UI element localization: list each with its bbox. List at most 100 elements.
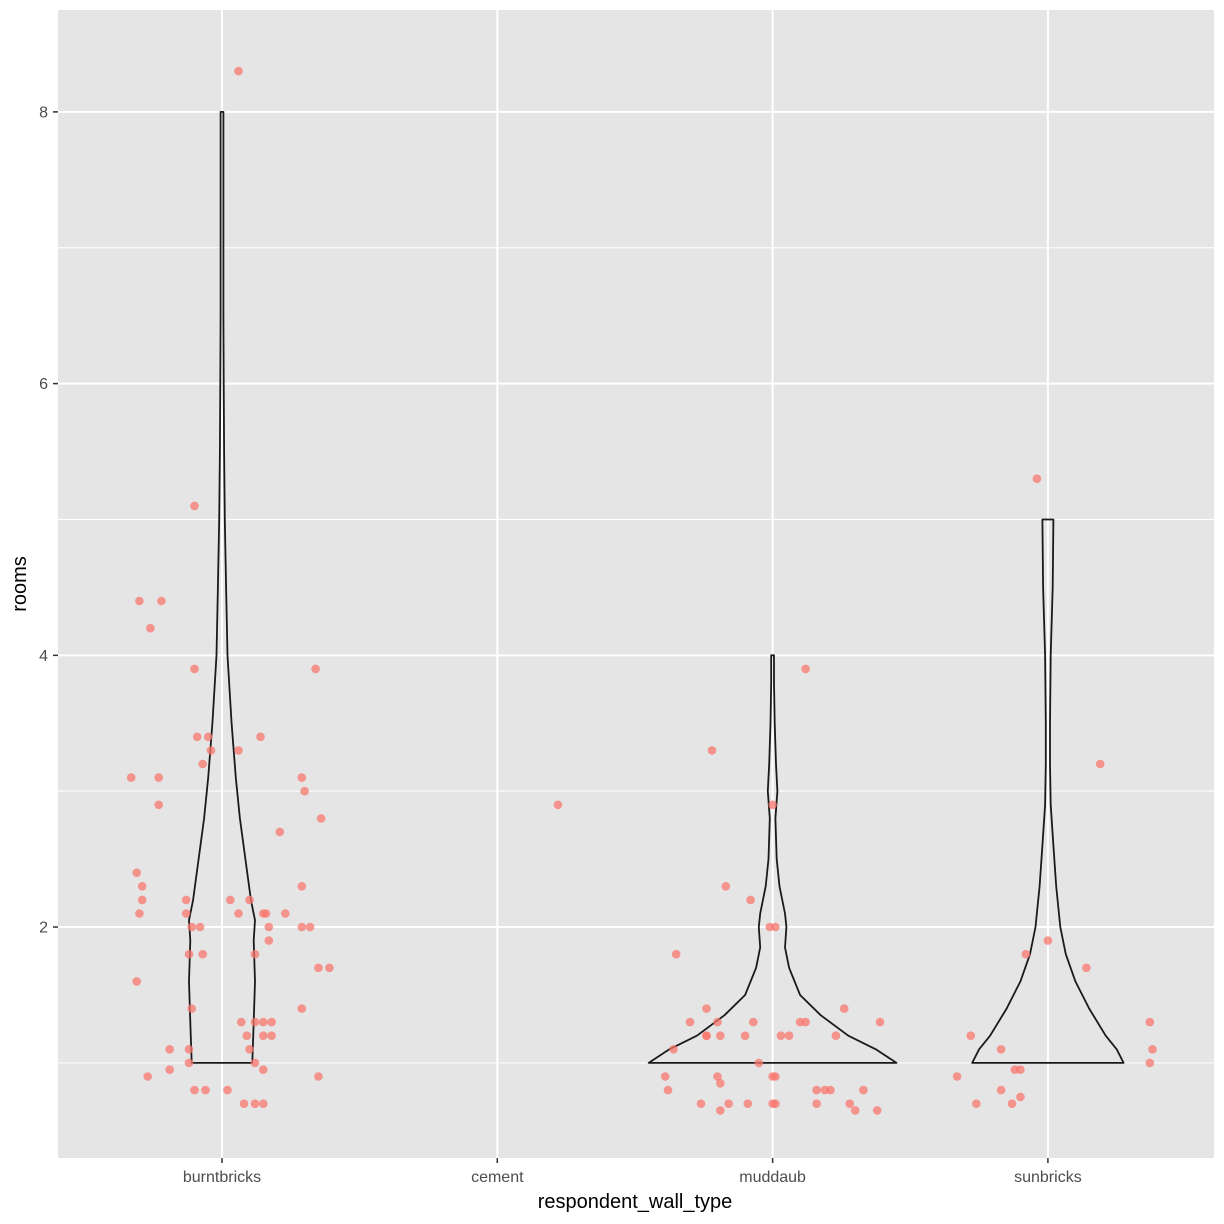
point-burntbricks — [314, 964, 323, 973]
point-burntbricks — [243, 1031, 252, 1040]
point-burntbricks — [135, 597, 144, 606]
point-muddaub — [771, 1099, 780, 1108]
point-burntbricks — [317, 814, 326, 823]
point-sunbricks — [1033, 474, 1042, 483]
point-burntbricks — [157, 597, 166, 606]
point-muddaub — [716, 1106, 725, 1115]
point-burntbricks — [245, 1045, 254, 1054]
point-burntbricks — [259, 909, 268, 918]
point-burntbricks — [185, 1059, 194, 1068]
point-burntbricks — [259, 1099, 268, 1108]
point-muddaub — [768, 801, 777, 810]
point-muddaub — [746, 896, 755, 905]
point-burntbricks — [198, 760, 207, 769]
point-burntbricks — [259, 1018, 268, 1027]
point-burntbricks — [185, 950, 194, 959]
point-muddaub — [771, 923, 780, 932]
point-burntbricks — [198, 950, 207, 959]
point-burntbricks — [204, 733, 213, 742]
point-muddaub — [672, 950, 681, 959]
point-burntbricks — [311, 665, 320, 674]
point-burntbricks — [182, 909, 191, 918]
point-muddaub — [812, 1099, 821, 1108]
point-burntbricks — [265, 936, 274, 945]
point-burntbricks — [234, 746, 243, 755]
point-muddaub — [716, 1031, 725, 1040]
point-muddaub — [859, 1086, 868, 1095]
point-sunbricks — [1022, 950, 1031, 959]
point-sunbricks — [997, 1045, 1006, 1054]
point-burntbricks — [256, 733, 265, 742]
point-muddaub — [708, 746, 717, 755]
point-muddaub — [876, 1018, 885, 1027]
point-burntbricks — [190, 502, 199, 511]
y-tick-label: 6 — [39, 376, 48, 393]
point-muddaub — [755, 1059, 764, 1068]
point-burntbricks — [276, 828, 285, 837]
point-muddaub — [744, 1099, 753, 1108]
point-muddaub — [873, 1106, 882, 1115]
point-sunbricks — [1148, 1045, 1157, 1054]
point-burntbricks — [190, 1086, 199, 1095]
point-muddaub — [771, 1072, 780, 1081]
y-tick-label: 4 — [39, 648, 48, 665]
point-muddaub — [840, 1004, 849, 1013]
point-burntbricks — [226, 896, 235, 905]
point-muddaub — [669, 1045, 678, 1054]
point-burntbricks — [187, 923, 196, 932]
point-sunbricks — [1096, 760, 1105, 769]
point-muddaub — [702, 1031, 711, 1040]
point-burntbricks — [132, 977, 141, 986]
point-muddaub — [686, 1018, 695, 1027]
point-burntbricks — [187, 1004, 196, 1013]
point-burntbricks — [138, 882, 147, 891]
point-sunbricks — [972, 1099, 981, 1108]
point-burntbricks — [190, 665, 199, 674]
point-burntbricks — [298, 1004, 307, 1013]
point-muddaub — [702, 1004, 711, 1013]
point-burntbricks — [298, 882, 307, 891]
point-burntbricks — [267, 1018, 276, 1027]
y-tick-label: 8 — [39, 104, 48, 121]
point-burntbricks — [223, 1086, 232, 1095]
point-sunbricks — [1146, 1059, 1155, 1068]
point-burntbricks — [251, 1059, 260, 1068]
point-burntbricks — [245, 896, 254, 905]
point-burntbricks — [265, 923, 274, 932]
point-burntbricks — [300, 787, 309, 796]
point-burntbricks — [165, 1065, 174, 1074]
point-sunbricks — [997, 1086, 1006, 1095]
point-muddaub — [832, 1031, 841, 1040]
point-burntbricks — [196, 923, 205, 932]
point-burntbricks — [259, 1031, 268, 1040]
point-muddaub — [777, 1031, 786, 1040]
point-burntbricks — [154, 801, 163, 810]
x-axis-title: respondent_wall_type — [538, 1191, 733, 1213]
point-burntbricks — [234, 909, 243, 918]
point-burntbricks — [251, 1099, 260, 1108]
point-burntbricks — [325, 964, 334, 973]
point-muddaub — [722, 882, 731, 891]
point-burntbricks — [251, 950, 260, 959]
point-burntbricks — [306, 923, 315, 932]
point-burntbricks — [281, 909, 290, 918]
point-burntbricks — [154, 773, 163, 782]
point-sunbricks — [953, 1072, 962, 1081]
point-burntbricks — [240, 1099, 249, 1108]
point-burntbricks — [165, 1045, 174, 1054]
point-burntbricks — [234, 67, 243, 76]
point-muddaub — [713, 1018, 722, 1027]
x-tick-label-cement: cement — [471, 1169, 524, 1186]
point-burntbricks — [298, 773, 307, 782]
point-muddaub — [851, 1106, 860, 1115]
point-burntbricks — [298, 923, 307, 932]
point-burntbricks — [143, 1072, 152, 1081]
x-tick-label-sunbricks: sunbricks — [1014, 1169, 1082, 1186]
point-burntbricks — [146, 624, 155, 633]
point-sunbricks — [1082, 964, 1091, 973]
plot-panel — [58, 10, 1214, 1158]
point-burntbricks — [182, 896, 191, 905]
point-burntbricks — [314, 1072, 323, 1081]
point-muddaub — [724, 1099, 733, 1108]
point-muddaub — [661, 1072, 670, 1081]
